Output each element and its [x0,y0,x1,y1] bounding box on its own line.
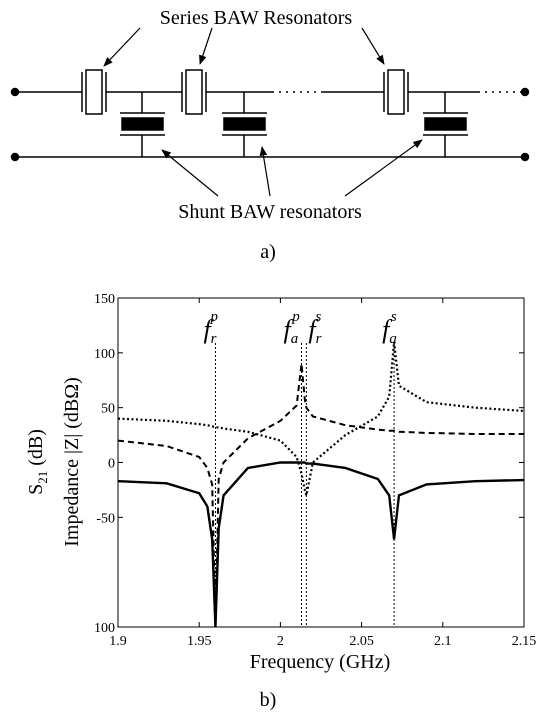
label-part: r [316,331,322,347]
label-part: S [25,484,47,495]
label-part: a [291,331,299,347]
y-tick-label: 0 [108,457,115,472]
series-line [118,341,524,496]
label-part: p [291,309,300,325]
shunt-label: Shunt BAW resonators [178,201,362,223]
caption: a) [260,241,276,263]
label-part: f [382,315,393,344]
frequency-label: frp [203,309,218,347]
x-axis-label: Frequency (GHz) [250,651,391,673]
x-tick-label: 2.05 [349,634,374,649]
arrow [103,27,423,197]
series-label: Series BAW Resonators [160,7,353,29]
y-axis-label: Impedance |Z| (dBΩ) [61,377,83,546]
x-tick-label: 1.95 [187,634,212,649]
y-tick-label: -50 [96,511,115,526]
circuit [10,27,530,197]
label-part: s [315,309,321,325]
label-part: (dB) [25,429,47,471]
frequency-label: frs [308,309,321,347]
caption: b) [260,689,277,711]
y-tick-label: 150 [94,292,115,307]
plot-frame [117,297,525,628]
shunt-resonator [120,92,468,157]
label-part: p [210,309,219,325]
label-part: f [284,315,295,344]
label-part: s [391,309,397,325]
frequency-label: fap [284,309,301,347]
x-tick-label: 2 [277,634,284,649]
y-tick-label: 50 [101,402,115,417]
x-tick-label: 2.15 [512,634,537,649]
label-part: f [308,315,319,344]
frequency-label: fas [382,309,397,347]
series-line [118,363,524,627]
y-tick-label: 100 [94,621,115,636]
x-tick-label: 1.9 [109,634,127,649]
y-axis-label-alt: S21 (dB) [25,429,50,495]
label-part: a [389,331,397,347]
label-part: f [203,315,214,344]
series-resonator [81,69,409,115]
series-line [118,461,524,627]
label-part: r [211,331,217,347]
x-tick-label: 2.1 [434,634,452,649]
y-tick-label: 100 [94,347,115,362]
label-part: 21 [35,471,50,484]
